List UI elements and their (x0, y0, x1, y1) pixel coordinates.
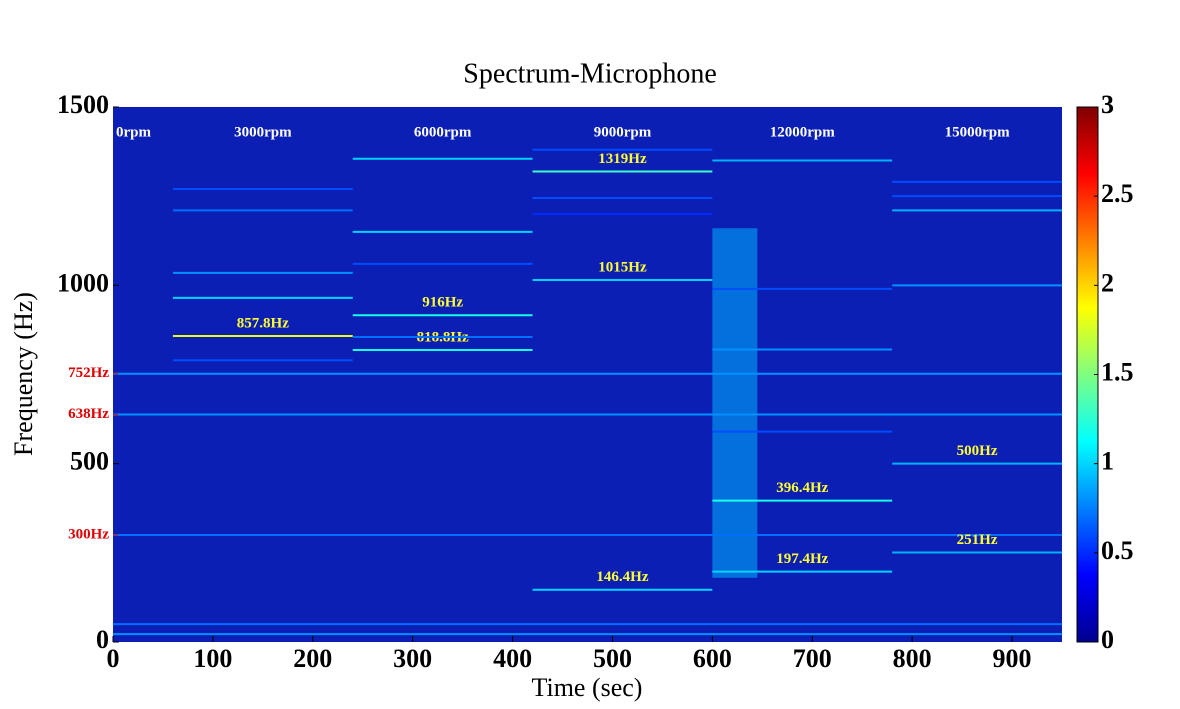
x-tick-label: 700 (793, 644, 832, 673)
plot-content: 857.8Hz916Hz818.8Hz1319Hz1015Hz146.4Hz39… (113, 124, 1062, 636)
segment-label: 0rpm (116, 124, 152, 140)
frequency-annotation: 1319Hz (598, 151, 647, 167)
colorbar-tick-label: 1 (1101, 447, 1114, 476)
frequency-annotation: 146.4Hz (596, 569, 648, 585)
colorbar-tick-label: 2.5 (1101, 179, 1134, 208)
colorbar-tick-label: 0.5 (1101, 536, 1134, 565)
x-tick-label: 600 (693, 644, 732, 673)
colorbar-tick-label: 1.5 (1101, 357, 1134, 386)
x-tick-label: 900 (993, 644, 1032, 673)
x-tick-label: 400 (493, 644, 532, 673)
x-tick-label: 200 (293, 644, 332, 673)
x-tick-label: 300 (393, 644, 432, 673)
reference-tick-label: 300Hz (68, 526, 109, 542)
x-axis-label: Time (sec) (532, 673, 643, 702)
broadband-burst (712, 228, 758, 578)
x-tick-label: 0 (107, 644, 120, 673)
frequency-annotation: 916Hz (422, 295, 463, 311)
frequency-annotation: 251Hz (957, 532, 998, 548)
reference-tick-label: 752Hz (68, 365, 109, 381)
y-tick-label: 0 (96, 625, 109, 654)
y-axis-label: Frequency (Hz) (9, 292, 38, 456)
colorbar-tick-label: 0 (1101, 625, 1114, 654)
y-tick-label: 1500 (57, 90, 109, 119)
y-tick-label: 500 (70, 447, 109, 476)
y-tick-label: 1000 (57, 268, 109, 297)
segment-label: 6000rpm (414, 124, 472, 140)
frequency-annotation: 857.8Hz (237, 315, 289, 331)
frequency-annotation: 197.4Hz (776, 551, 828, 567)
x-tick-label: 800 (893, 644, 932, 673)
frequency-annotation: 1015Hz (598, 259, 647, 275)
segment-label: 9000rpm (594, 124, 652, 140)
colorbar-tick-label: 3 (1101, 90, 1114, 119)
frequency-annotation: 500Hz (957, 443, 998, 459)
x-tick-label: 100 (193, 644, 232, 673)
reference-tick-label: 638Hz (68, 406, 109, 422)
segment-label: 3000rpm (234, 124, 292, 140)
segment-label: 15000rpm (945, 124, 1011, 140)
frequency-annotation: 396.4Hz (776, 480, 828, 496)
x-tick-label: 500 (593, 644, 632, 673)
chart-title: Spectrum-Microphone (463, 58, 717, 89)
colorbar-tick-label: 2 (1101, 268, 1114, 297)
segment-label: 12000rpm (770, 124, 836, 140)
